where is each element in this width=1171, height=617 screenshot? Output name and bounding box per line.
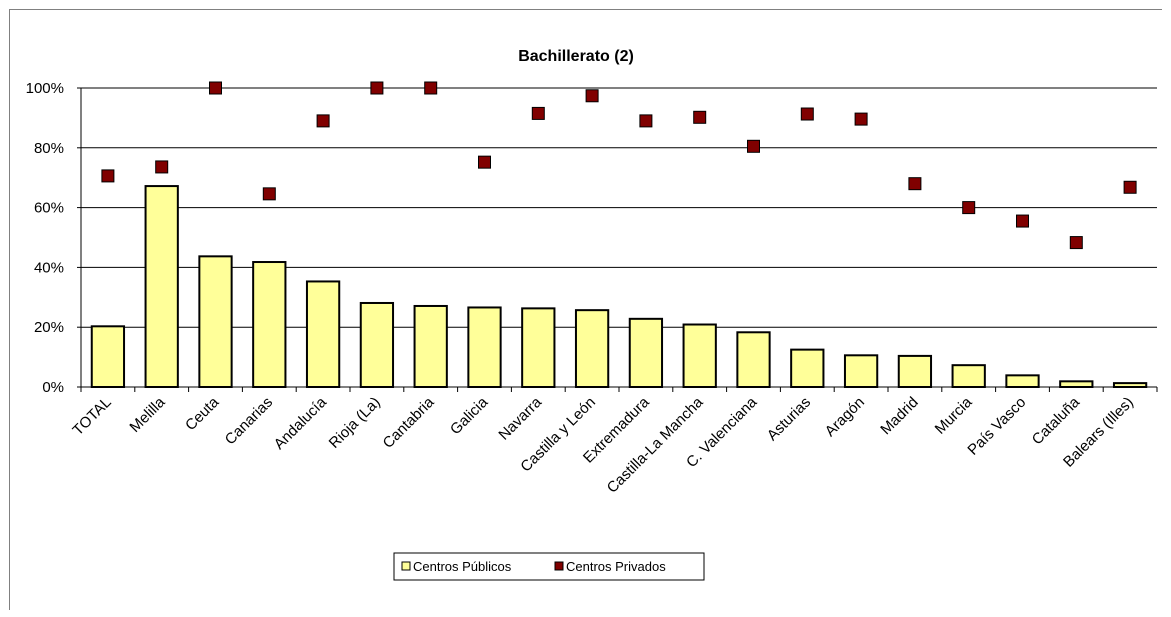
- marker: [854, 112, 868, 126]
- y-tick-label: 60%: [34, 200, 64, 217]
- y-tick-label: 0%: [42, 379, 64, 396]
- x-axis-ticks: TOTAL Melilla Ceuta CanariasAndalucíaRioja …: [69, 387, 1158, 497]
- bar: [413, 304, 448, 389]
- x-tick-label: Navarra: [495, 393, 545, 443]
- x-tick-label: Aragón: [822, 394, 868, 440]
- bar: [736, 331, 771, 388]
- marker: [531, 106, 545, 120]
- bar: [305, 280, 341, 388]
- y-axis-ticks: 0% 20% 40% 60% 80% 100%: [26, 80, 81, 396]
- marker: [747, 139, 760, 153]
- y-tick-label: 100%: [26, 80, 64, 97]
- chart-frame: [9, 9, 1162, 610]
- legend-box: [393, 552, 705, 581]
- x-tick-label: Melilla: [126, 393, 169, 436]
- x-tick-label: Rioja (La): [326, 394, 384, 452]
- legend-swatch-publicos: [401, 561, 411, 571]
- x-tick-label: TOTAL: [69, 394, 114, 439]
- x-tick-label: Castilla-La Mancha: [604, 393, 707, 496]
- marker: [155, 160, 169, 174]
- gridlines: [81, 87, 1157, 328]
- x-tick-label: Canarias: [222, 394, 276, 448]
- x-tick-label: Cantabria: [380, 393, 438, 451]
- x-tick-label: Cataluña: [1029, 393, 1084, 448]
- bar: [90, 325, 126, 389]
- marker: [316, 114, 330, 128]
- bar: [682, 323, 717, 389]
- marker: [1016, 214, 1029, 228]
- y-tick-label: 20%: [34, 319, 64, 336]
- x-tick-label: País Vasco: [964, 394, 1029, 459]
- legend-label-privados: Centros Privados: [566, 559, 666, 574]
- bar: [198, 255, 233, 388]
- bar: [144, 185, 179, 388]
- chart-title: Bachillerato (2): [518, 48, 634, 65]
- bar: [1005, 374, 1040, 388]
- marker: [1123, 180, 1137, 194]
- legend-label-publicos: Centros Públicos: [413, 559, 512, 574]
- marker: [478, 155, 491, 169]
- legend-swatch-privados: [554, 561, 564, 571]
- marker: [962, 201, 976, 215]
- marker: [262, 187, 276, 201]
- marker: [101, 169, 115, 183]
- bar: [521, 307, 556, 389]
- x-tick-label: Ceuta: [182, 393, 223, 434]
- bar: [628, 317, 664, 388]
- marker: [639, 114, 653, 128]
- marker: [908, 177, 922, 191]
- marker: [424, 81, 438, 95]
- bar: [1112, 382, 1148, 389]
- marker: [800, 107, 814, 121]
- bar: [897, 354, 933, 388]
- markers-centros-privados: [101, 81, 1137, 250]
- bar: [843, 354, 879, 388]
- bar: [1059, 380, 1094, 388]
- marker: [209, 81, 222, 95]
- bar: [359, 301, 395, 388]
- marker: [585, 89, 599, 103]
- marker: [693, 110, 707, 124]
- axes: [80, 88, 1157, 388]
- x-tick-label: Murcia: [932, 393, 976, 437]
- bar: [790, 348, 825, 388]
- bars-centros-publicos: [90, 185, 1148, 389]
- x-tick-label: Asturias: [764, 394, 814, 444]
- marker: [1069, 236, 1083, 250]
- x-tick-label: Galicia: [447, 393, 492, 438]
- bar: [252, 261, 287, 389]
- x-tick-label: Andalucía: [271, 393, 331, 453]
- marker: [370, 81, 384, 95]
- bar: [467, 306, 502, 388]
- y-tick-label: 40%: [34, 259, 64, 276]
- bar: [574, 309, 610, 389]
- x-tick-label: Madrid: [877, 394, 921, 438]
- legend: Centros Públicos Centros Privados: [393, 552, 705, 581]
- y-tick-label: 80%: [34, 140, 64, 157]
- bar: [951, 364, 986, 389]
